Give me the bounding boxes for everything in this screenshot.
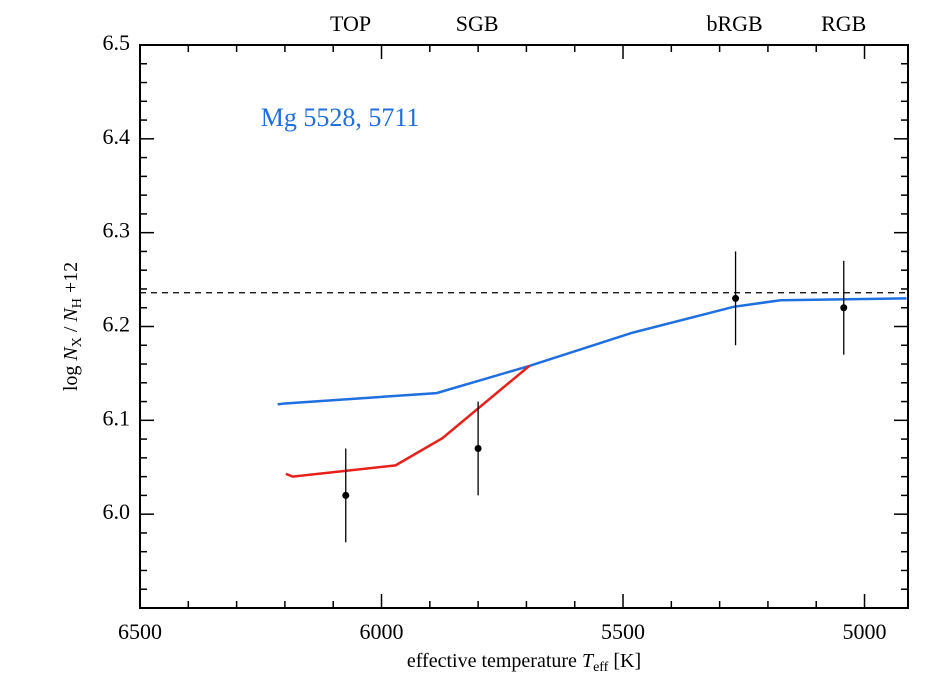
y-tick-label: 6.3 — [103, 218, 131, 243]
y-tick-label: 6.2 — [103, 312, 131, 337]
x-tick-label: 6500 — [118, 619, 162, 644]
y-label-part: H — [70, 298, 85, 308]
y-tick-label: 6.0 — [103, 499, 131, 524]
plot-frame — [139, 44, 909, 609]
y-tick-label: 6.5 — [103, 30, 131, 55]
y-tick-label: 6.4 — [103, 124, 131, 149]
phase-label: TOP — [330, 11, 371, 36]
x-tick-label: 6000 — [360, 619, 404, 644]
phase-label: SGB — [456, 11, 499, 36]
data-point — [342, 491, 350, 499]
y-axis-label: log NX / NH +12 — [60, 262, 86, 391]
x-axis-label: effective temperature Teff [K] — [407, 650, 641, 676]
data-point — [732, 294, 740, 302]
x-label-part: effective temperature — [407, 650, 582, 672]
data-point — [474, 444, 482, 452]
phase-label: RGB — [821, 11, 866, 36]
phase-label: bRGB — [706, 11, 762, 36]
y-label-part: log — [60, 361, 82, 392]
y-label-part: N — [60, 307, 82, 323]
x-label-part: eff — [593, 660, 609, 675]
y-label-part: +12 — [60, 262, 82, 298]
data-point — [840, 304, 848, 312]
x-tick-label: 5000 — [843, 619, 887, 644]
x-label-part: T — [582, 650, 595, 672]
y-label-part: X — [70, 337, 85, 347]
annotation: Mg 5528, 5711 — [261, 103, 420, 132]
x-tick-label: 5500 — [601, 619, 645, 644]
series-line — [285, 364, 531, 478]
x-label-part: [K] — [608, 650, 641, 672]
series-line — [277, 297, 907, 406]
y-label-part: N — [60, 346, 82, 362]
y-label-part: / — [60, 322, 82, 338]
y-tick-label: 6.1 — [103, 405, 131, 430]
